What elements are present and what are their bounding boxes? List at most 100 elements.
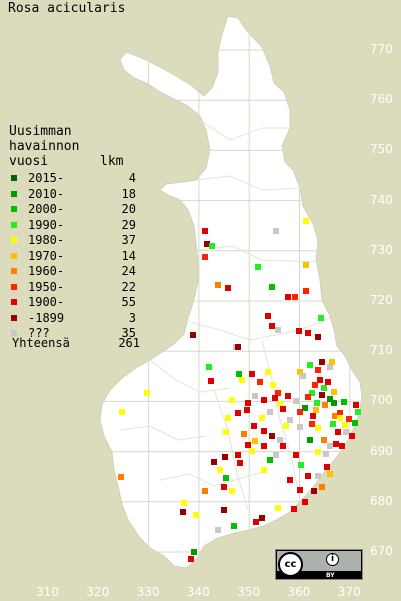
observation-dot — [313, 407, 319, 413]
observation-dot — [315, 473, 321, 479]
legend-label: 2015- — [28, 171, 65, 185]
observation-dot — [259, 415, 265, 421]
observation-dot — [311, 488, 317, 494]
creative-commons-badge[interactable]: cc i BY — [275, 549, 363, 580]
observation-dot — [209, 243, 215, 249]
observation-dot — [259, 515, 265, 521]
observation-dot — [337, 410, 343, 416]
observation-dot — [267, 409, 273, 415]
observation-dot — [315, 425, 321, 431]
observation-dot — [190, 332, 196, 338]
y-tick-label: 680 — [370, 493, 393, 508]
observation-dot — [239, 377, 245, 383]
observation-dot — [252, 393, 258, 399]
observation-dot — [302, 499, 308, 505]
observation-dot — [236, 371, 242, 377]
observation-dot — [300, 373, 306, 379]
legend-count: 20 — [121, 202, 136, 216]
observation-dot — [293, 398, 299, 404]
observation-dot — [327, 443, 333, 449]
observation-dot — [319, 392, 325, 398]
observation-dot — [267, 457, 273, 463]
legend-swatch — [11, 283, 17, 290]
total-count: 261 — [118, 336, 140, 350]
y-tick-label: 720 — [370, 293, 393, 307]
x-tick-label: 350 — [237, 585, 261, 599]
observation-dot — [291, 506, 297, 512]
observation-dot — [293, 452, 299, 458]
observation-dot — [305, 330, 311, 336]
x-tick-label: 360 — [287, 585, 311, 599]
observation-dot — [330, 421, 336, 427]
observation-dot — [337, 415, 343, 421]
observation-dot — [261, 428, 267, 434]
finland-landmass — [99, 15, 363, 569]
observation-dot — [252, 438, 258, 444]
y-tick-label: 740 — [370, 192, 393, 207]
observation-dot — [297, 487, 303, 493]
observation-dot — [251, 423, 257, 429]
observation-dot — [312, 382, 318, 388]
observation-dot — [202, 488, 208, 494]
observation-dot — [229, 488, 235, 494]
observation-dot — [321, 437, 327, 443]
y-tick-label: 700 — [370, 393, 393, 408]
legend-swatch — [11, 175, 17, 181]
observation-dot — [261, 443, 267, 449]
observation-dot — [296, 328, 302, 334]
y-tick-label: 750 — [370, 142, 393, 157]
y-tick-label: 690 — [370, 443, 393, 458]
observation-dot — [181, 500, 187, 506]
observation-dot — [223, 429, 229, 435]
legend-label: 2010- — [28, 186, 65, 201]
observation-dot — [275, 327, 281, 333]
legend-label: 1970- — [28, 248, 65, 263]
observation-dot — [319, 359, 325, 365]
observation-dot — [325, 379, 331, 385]
legend-swatch — [11, 237, 17, 243]
observation-dot — [332, 413, 338, 419]
observation-dot — [244, 407, 250, 413]
observation-dot — [341, 399, 347, 405]
observation-dot — [202, 254, 208, 260]
y-tick-label: 730 — [370, 242, 393, 257]
legend-count: 22 — [121, 279, 136, 294]
observation-dot — [202, 228, 208, 234]
total-label: Yhteensä — [12, 336, 70, 350]
observation-dot — [327, 396, 333, 402]
observation-dot — [287, 417, 293, 423]
observation-dot — [215, 282, 221, 288]
legend-count: 29 — [121, 217, 136, 232]
legend-label: 1960- — [28, 264, 65, 278]
observation-dot — [221, 507, 227, 513]
legend-count-header: lkm — [100, 154, 124, 169]
x-tick-label: 330 — [136, 585, 160, 599]
legend-count: 24 — [121, 264, 136, 278]
observation-dots — [118, 218, 361, 562]
observation-dot — [315, 334, 321, 340]
observation-dot — [261, 397, 267, 403]
observation-dot — [273, 228, 279, 234]
observation-dot — [280, 406, 286, 412]
observation-dot — [144, 390, 150, 396]
observation-dot — [269, 433, 275, 439]
observation-dot — [285, 393, 291, 399]
x-tick-label: 320 — [86, 585, 110, 599]
legend-swatch — [11, 299, 17, 305]
observation-dot — [265, 313, 271, 319]
region-borders — [119, 119, 331, 511]
observation-dot — [331, 400, 337, 406]
observation-dot — [355, 409, 361, 415]
observation-dot — [273, 452, 279, 458]
observation-dot — [329, 359, 335, 365]
observation-dot — [118, 474, 124, 480]
observation-dot — [303, 218, 309, 224]
legend-swatch — [11, 190, 17, 197]
observation-dot — [255, 264, 261, 270]
observation-dot — [269, 284, 275, 290]
observation-dot — [309, 390, 315, 396]
observation-dot — [305, 394, 311, 400]
legend-count: 14 — [121, 248, 136, 263]
observation-dot — [180, 509, 186, 515]
